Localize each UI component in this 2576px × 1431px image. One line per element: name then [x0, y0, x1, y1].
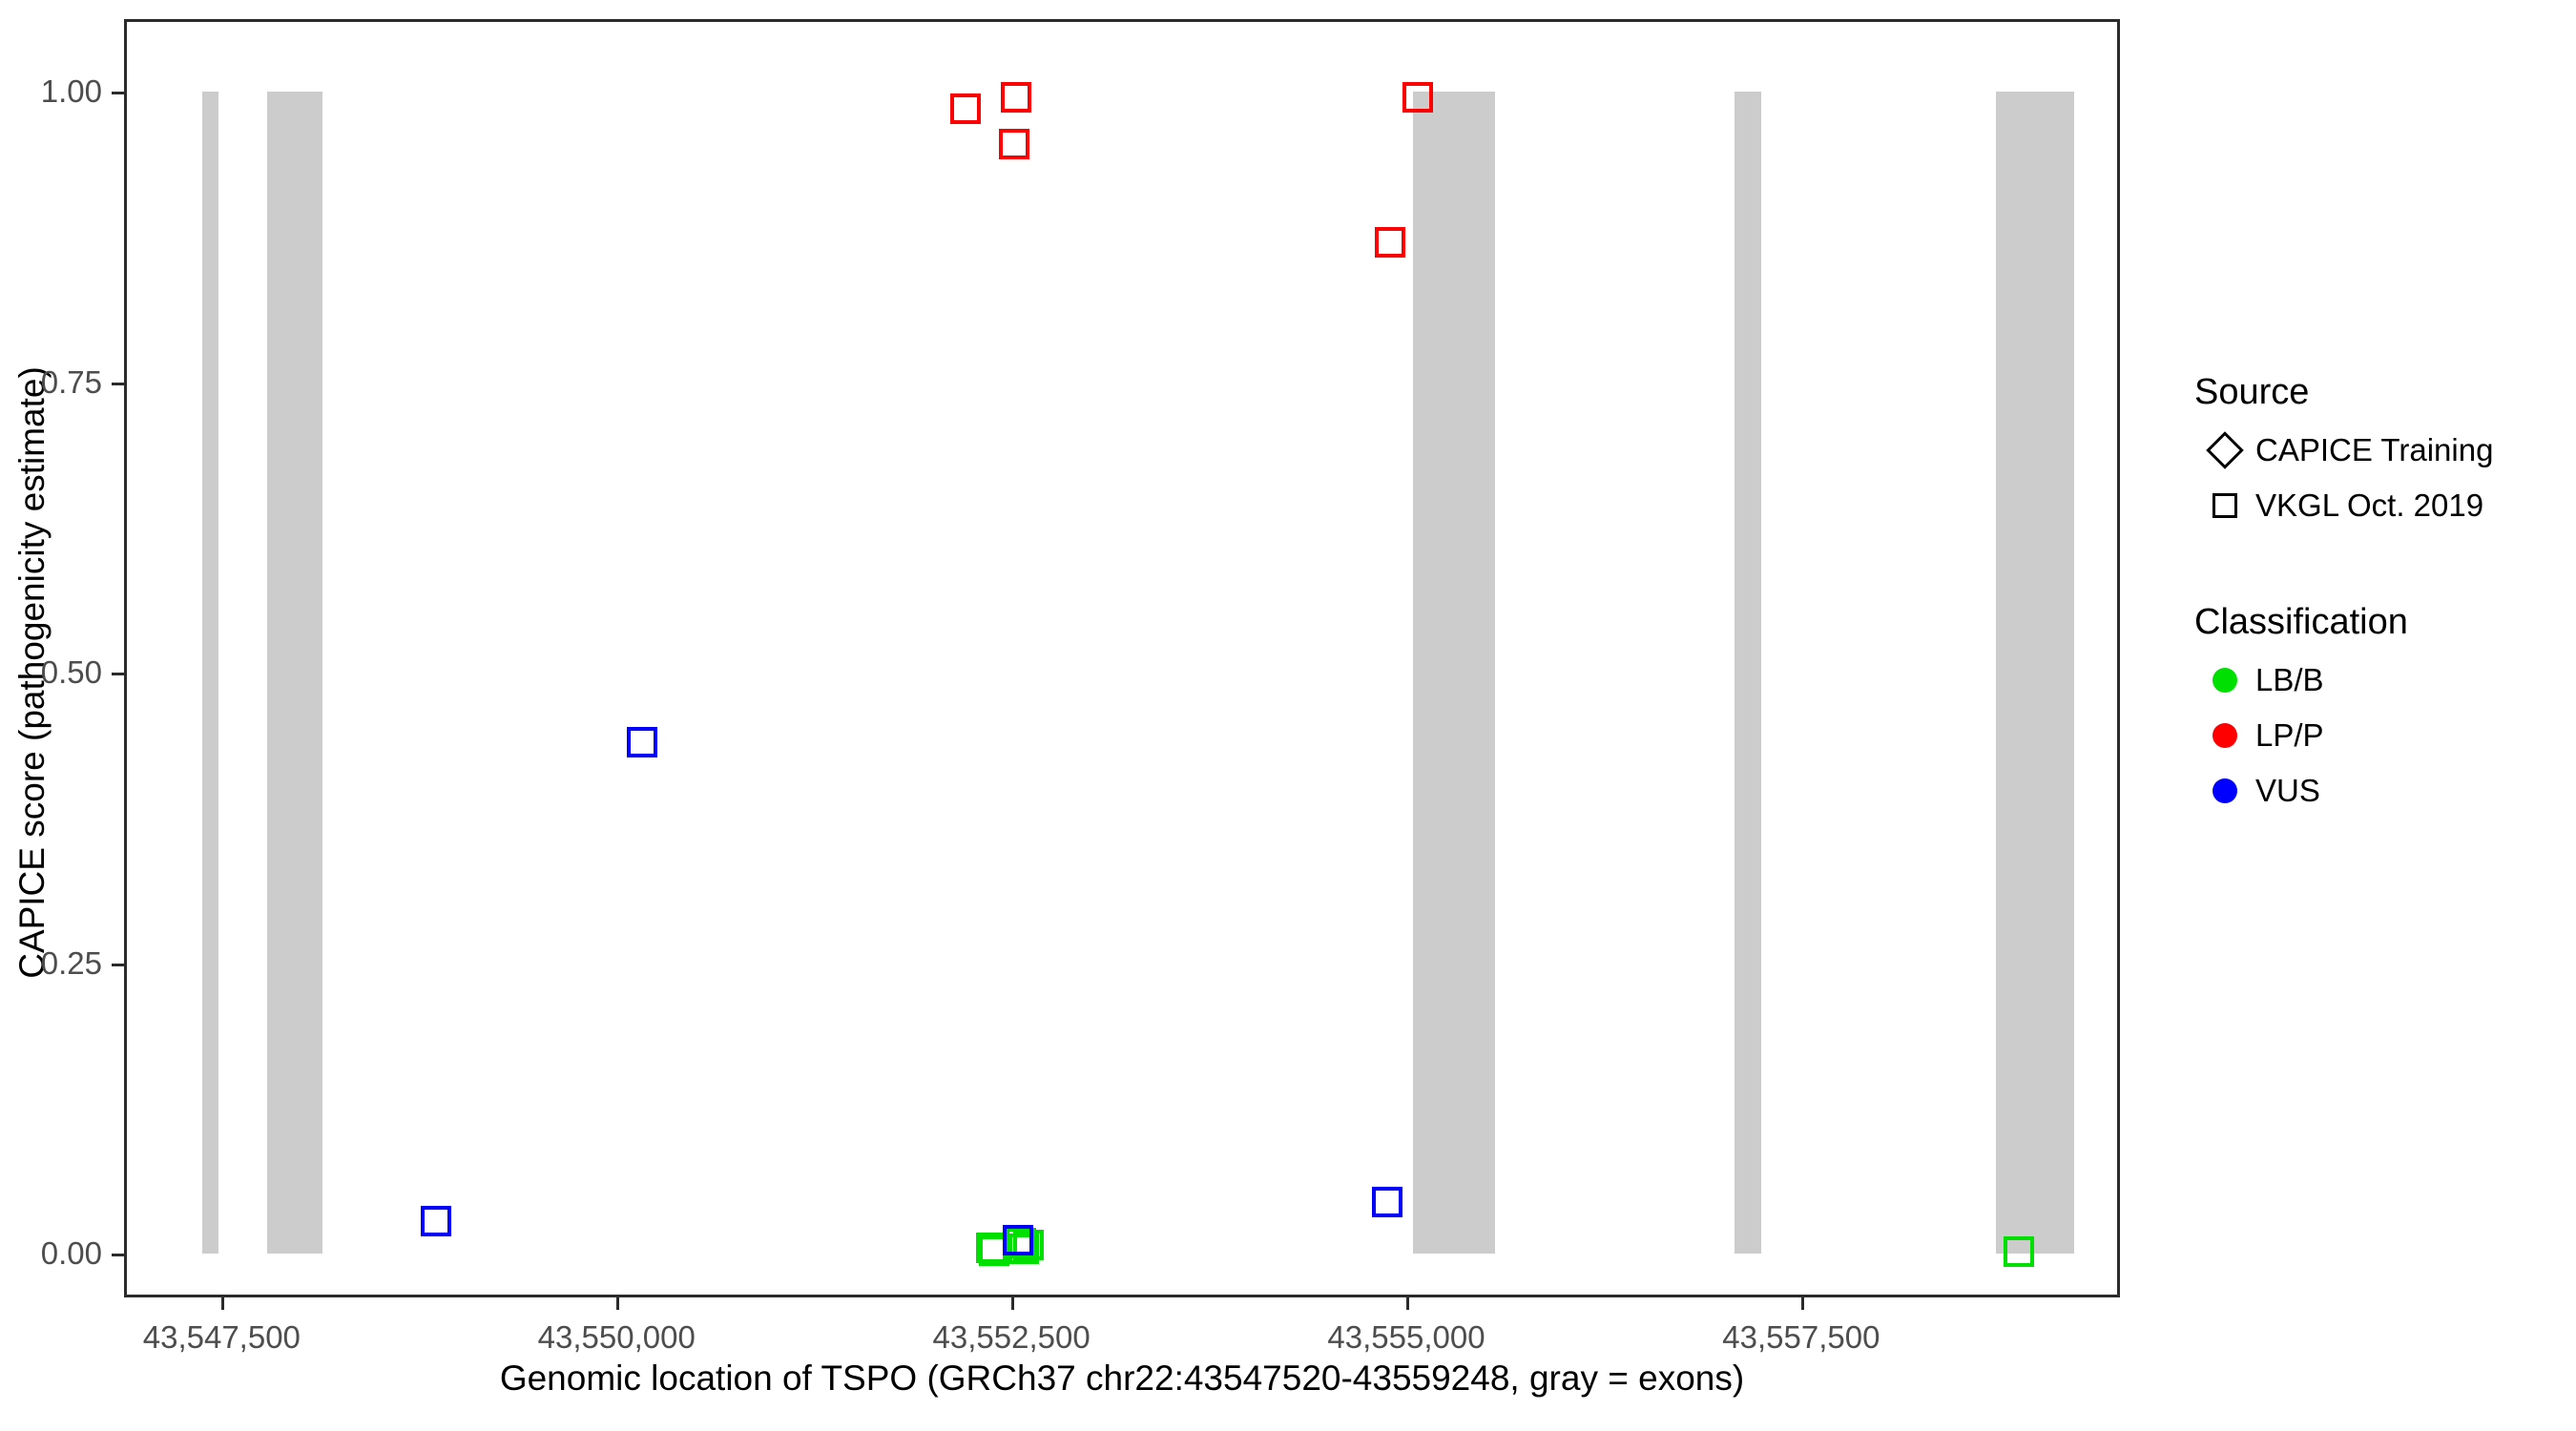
- exon-band: [1412, 92, 1495, 1255]
- exon-band: [202, 92, 218, 1255]
- legend-label: LP/P: [2255, 717, 2324, 753]
- x-tick: [1406, 1295, 1409, 1310]
- marker-diamond: [999, 128, 1030, 159]
- exon-band: [267, 92, 323, 1255]
- marker-diamond: [950, 93, 982, 125]
- legend-item-lp-p[interactable]: LP/P: [2194, 708, 2557, 763]
- square-icon: [2194, 478, 2255, 533]
- legend-label: VUS: [2255, 773, 2320, 808]
- x-tick-label: 43,557,500: [1722, 1319, 1880, 1355]
- x-tick: [1011, 1295, 1015, 1310]
- y-tick: [112, 92, 127, 95]
- x-tick-label: 43,547,500: [142, 1319, 301, 1355]
- y-tick: [112, 1254, 127, 1257]
- legend-item-vus[interactable]: VUS: [2194, 763, 2557, 819]
- x-tick: [221, 1295, 225, 1310]
- x-tick: [1800, 1295, 1804, 1310]
- plot-panel: 0.00 0.25 0.50 0.75 1.00 43,547,500 43,550,00…: [41, 19, 2120, 1355]
- marker-square: [1372, 1186, 1403, 1217]
- legend: Source CAPICE Training VKGL Oct. 2019 Cl…: [2194, 372, 2557, 887]
- y-tick-label: 0.00: [40, 1235, 102, 1272]
- legend-title-classification: Classification: [2194, 602, 2408, 642]
- marker-square: [421, 1206, 452, 1237]
- marker-diamond: [2004, 1235, 2035, 1267]
- legend-item-lb-b[interactable]: LB/B: [2194, 653, 2557, 708]
- dot-icon-green: [2194, 653, 2255, 708]
- legend-group-classification: Classification LB/B LP/P VUS: [2194, 602, 2557, 819]
- legend-group-source: Source CAPICE Training VKGL Oct. 2019: [2194, 372, 2557, 533]
- marker-diamond: [1001, 82, 1032, 114]
- legend-label: VKGL Oct. 2019: [2255, 487, 2484, 523]
- marker-diamond: [1008, 1234, 1040, 1265]
- y-tick-label: 0.25: [40, 944, 102, 981]
- plot-area: [127, 22, 2117, 1295]
- marker-square: [1375, 227, 1406, 259]
- dot-icon-red: [2194, 708, 2255, 763]
- exon-band: [1735, 92, 1762, 1255]
- x-tick: [616, 1295, 620, 1310]
- marker-diamond: [1013, 1229, 1045, 1260]
- y-tick: [112, 963, 127, 966]
- diamond-icon: [2194, 423, 2255, 478]
- x-tick-label: 43,555,000: [1327, 1319, 1485, 1355]
- legend-item-vkgl-oct-2019[interactable]: VKGL Oct. 2019: [2194, 478, 2557, 533]
- dot-icon-blue: [2194, 763, 2255, 819]
- x-tick-label: 43,552,500: [932, 1319, 1091, 1355]
- y-tick-label: 0.50: [40, 654, 102, 691]
- legend-title-source: Source: [2194, 372, 2310, 412]
- y-tick: [112, 382, 127, 385]
- y-tick-label: 1.00: [40, 73, 102, 110]
- exon-band: [1995, 92, 2075, 1255]
- marker-square: [1002, 1224, 1033, 1255]
- legend-label: LB/B: [2255, 662, 2324, 697]
- legend-item-capice-training[interactable]: CAPICE Training: [2194, 423, 2557, 478]
- y-tick-label: 0.75: [40, 363, 102, 400]
- legend-label: CAPICE Training: [2255, 432, 2494, 467]
- y-tick: [112, 673, 127, 676]
- marker-diamond: [1402, 82, 1433, 114]
- x-tick-label: 43,550,000: [537, 1319, 696, 1355]
- marker-square: [626, 727, 657, 758]
- x-axis-title: Genomic location of TSPO (GRCh37 chr22:4…: [499, 1358, 1745, 1398]
